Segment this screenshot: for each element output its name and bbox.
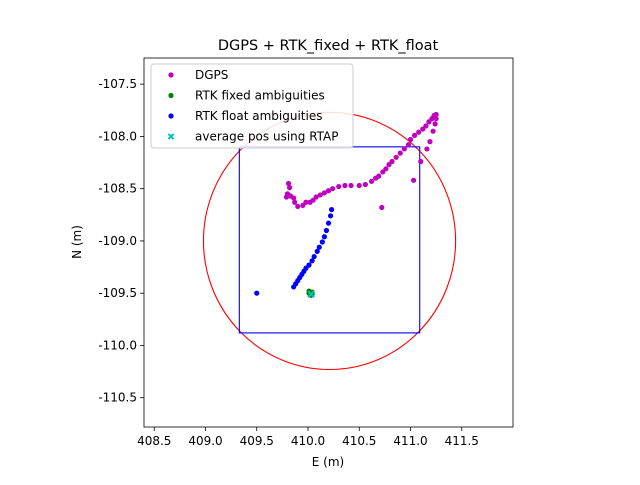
y-axis-label: N (m)	[70, 225, 84, 259]
point-1-43	[433, 116, 439, 122]
x-axis-label: E (m)	[312, 455, 344, 469]
legend-item: DGPS	[168, 68, 228, 82]
point-1-29	[389, 158, 395, 165]
point-3-9	[311, 254, 317, 260]
point-1-7	[292, 199, 298, 205]
point-1-35	[412, 132, 418, 138]
point-1-21	[356, 182, 362, 189]
point-1-18	[336, 183, 342, 190]
series-1	[283, 111, 439, 211]
point-3-7	[316, 244, 322, 250]
point-1-49	[410, 177, 417, 183]
legend-label: RTK float ambiguities	[195, 109, 322, 123]
legend-item: RTK float ambiguities	[168, 109, 322, 123]
point-1-14	[317, 192, 323, 198]
point-1-30	[393, 154, 399, 160]
y-tick-label: -110.5	[98, 391, 137, 405]
point-3-1	[328, 206, 335, 213]
series-3	[254, 206, 335, 296]
legend-label: average pos using RTAP	[195, 130, 339, 144]
legend-label: RTK fixed ambiguities	[195, 89, 325, 103]
point-1-27	[383, 166, 389, 172]
point-1-19	[342, 182, 348, 189]
point-1-16	[325, 188, 332, 194]
legend-item: average pos using RTAP	[167, 130, 339, 144]
point-1-38	[423, 123, 429, 129]
y-tick-label: -109.5	[98, 286, 137, 300]
point-1-15	[321, 190, 327, 196]
legend-marker	[167, 133, 175, 140]
point-1-32	[401, 146, 407, 152]
x-tick-label: 411.5	[445, 434, 479, 448]
point-3-6	[319, 239, 325, 245]
point-1-20	[348, 182, 354, 189]
point-1-13	[313, 194, 319, 200]
series-4	[307, 290, 315, 298]
point-1-8	[295, 203, 301, 210]
x-tick-label: 411.0	[393, 434, 427, 448]
point-1-33	[405, 142, 412, 148]
y-tick-label: -109.0	[98, 234, 137, 248]
point-3-2	[327, 213, 334, 219]
legend: DGPS RTK fixed ambiguities RTK float ambig…	[150, 63, 354, 149]
point-1-31	[397, 150, 403, 156]
point-1-46	[427, 139, 433, 145]
point-3-18	[291, 284, 297, 290]
y-tick-label: -108.5	[98, 182, 137, 196]
x-tick-label: 410.0	[291, 434, 325, 448]
y-tick-label: -108.0	[98, 129, 137, 143]
point-1-42	[433, 111, 439, 118]
point-1-6	[291, 195, 297, 201]
point-1-50	[379, 204, 385, 211]
x-tick-label: 409.5	[240, 434, 274, 448]
axes-frame	[143, 57, 514, 428]
point-3-8	[314, 248, 320, 254]
point-1-10	[303, 199, 309, 205]
chart-title: DGPS + RTK_fixed + RTK_float	[218, 38, 439, 54]
point-1-2	[286, 185, 293, 191]
x-tick-label: 409.0	[188, 434, 222, 448]
point-1-36	[416, 129, 422, 135]
point-3-5	[321, 234, 327, 240]
point-3-3	[325, 220, 332, 226]
point-1-4	[283, 194, 290, 200]
point-1-23	[368, 178, 375, 184]
point-1-1	[285, 180, 292, 187]
point-1-45	[430, 128, 436, 134]
point-1-34	[407, 136, 414, 143]
legend-marker	[168, 92, 174, 99]
point-1-44	[432, 121, 438, 127]
point-1-17	[330, 186, 336, 192]
x-tick-label: 408.5	[137, 434, 171, 448]
point-1-25	[376, 173, 382, 179]
point-3-19	[254, 290, 260, 296]
x-tick-label: 410.5	[342, 434, 376, 448]
point-4-1	[307, 290, 315, 298]
point-3-10	[309, 258, 315, 264]
y-tick-label: -110.0	[98, 338, 137, 352]
point-1-22	[362, 181, 368, 188]
point-1-47	[424, 146, 430, 152]
point-3-4	[323, 227, 330, 234]
y-tick-label: -107.5	[98, 77, 137, 91]
legend-marker	[168, 113, 174, 119]
legend-marker	[168, 72, 174, 78]
legend-item: RTK fixed ambiguities	[168, 89, 325, 103]
point-1-48	[418, 158, 424, 165]
legend-box	[150, 63, 354, 149]
legend-label: DGPS	[195, 68, 228, 82]
